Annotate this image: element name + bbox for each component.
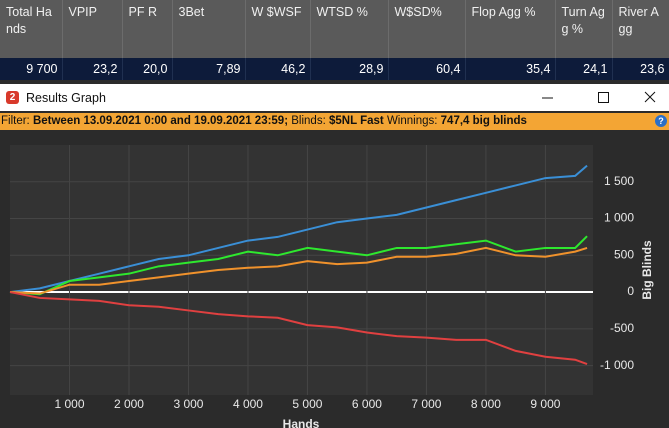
y-tick-label: 1 500 <box>604 174 634 188</box>
x-tick-label: 5 000 <box>292 397 322 411</box>
column-header: WTSD % <box>310 0 389 58</box>
window-title: Results Graph <box>26 91 106 105</box>
blinds-label: Blinds: <box>291 115 326 127</box>
y-tick-label: 1 000 <box>604 211 634 225</box>
series-line <box>9 246 588 295</box>
y-tick-label: -500 <box>610 321 634 335</box>
y-tick-label: 0 <box>627 284 634 298</box>
x-tick-label: 7 000 <box>411 397 441 411</box>
results-chart: -1 000 -500 0 500 1 000 1 500 1 000 2 000 3 000 4… <box>0 130 669 428</box>
stat-cell: 7,89 <box>172 58 246 80</box>
app-icon: 2 <box>6 91 19 104</box>
y-tick-label: -1 000 <box>600 358 634 372</box>
x-tick-label: 2 000 <box>114 397 144 411</box>
help-button[interactable]: ? <box>655 115 667 127</box>
window-controls <box>542 91 656 103</box>
column-header: Total Hands <box>0 0 63 58</box>
filter-winnings: 747,4 big blinds <box>440 115 527 127</box>
stat-cell: 60,4 <box>388 58 466 80</box>
close-button[interactable] <box>644 91 656 103</box>
stat-cell: 20,0 <box>122 58 173 80</box>
filter-blinds: $5NL Fast <box>328 115 384 127</box>
window-titlebar: 2 Results Graph <box>0 84 669 111</box>
column-header: Turn Agg % <box>555 0 613 58</box>
column-header: W $WSF <box>245 0 311 58</box>
stat-cell: 23,6 <box>612 58 669 80</box>
y-tick-label: 500 <box>614 247 634 261</box>
stat-cell: 46,2 <box>245 58 311 80</box>
column-header: W$SD% <box>388 0 466 58</box>
x-tick-label: 6 000 <box>352 397 382 411</box>
column-header: VPIP <box>62 0 123 58</box>
plot-area <box>10 145 593 395</box>
x-tick-label: 1 000 <box>54 397 84 411</box>
filter-label: Filter: <box>1 115 30 127</box>
y-axis-label: Big Blinds <box>640 240 654 300</box>
column-header: River Agg <box>612 0 669 58</box>
series-line <box>9 291 588 366</box>
x-tick-label: 4 000 <box>233 397 263 411</box>
series-line <box>9 164 588 294</box>
stat-cell: 35,4 <box>465 58 556 80</box>
stat-cell: 28,9 <box>310 58 389 80</box>
stat-cell: 24,1 <box>555 58 613 80</box>
stat-cell: 9 700 <box>0 58 63 80</box>
series-line <box>9 235 588 296</box>
x-tick-label: 8 000 <box>471 397 501 411</box>
stat-cell: 23,2 <box>62 58 123 80</box>
filter-period: Between 13.09.2021 0:00 and 19.09.2021 2… <box>32 115 289 127</box>
column-header: Flop Agg % <box>465 0 556 58</box>
maximize-button[interactable] <box>598 92 609 103</box>
x-tick-label: 9 000 <box>530 397 560 411</box>
winnings-label: Winnings: <box>386 115 438 127</box>
column-header: PF R <box>122 0 173 58</box>
x-axis-label: Hands <box>283 417 320 428</box>
filter-bar: Filter: Between 13.09.2021 0:00 and 19.0… <box>0 113 669 130</box>
x-tick-label: 3 000 <box>173 397 203 411</box>
stats-table: Total Hands VPIP PF R 3Bet W $WSF WTSD % W$SD%… <box>0 0 669 80</box>
column-header: 3Bet <box>172 0 246 58</box>
